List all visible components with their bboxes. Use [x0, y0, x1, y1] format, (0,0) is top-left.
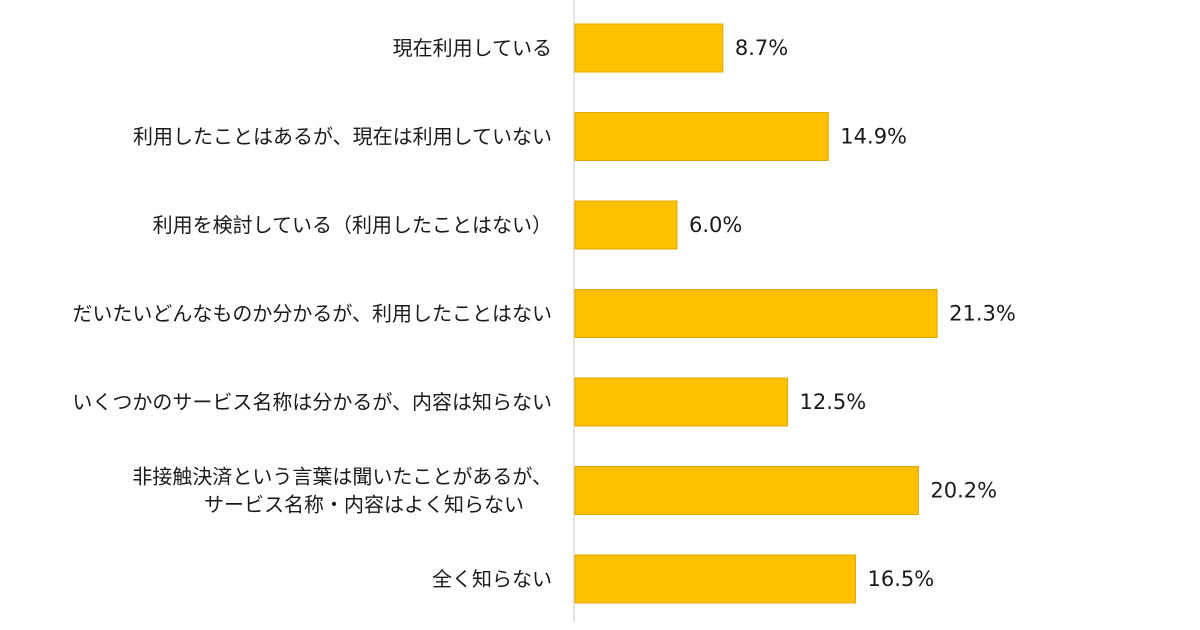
value-label-1: 8.7% [735, 36, 788, 60]
value-label-7: 16.5% [868, 567, 935, 591]
category-labels-group: 現在利用している利用したことはあるが、現在は利用していない利用を検討している（利… [72, 36, 552, 591]
category-label-line: 非接触決済という言葉は聞いたことがあるが、 [132, 465, 552, 489]
value-label-3: 6.0% [689, 213, 742, 237]
category-label-line: サービス名称・内容はよく知らない [204, 493, 524, 517]
bar-7 [574, 554, 856, 604]
category-label-line: 現在利用している [393, 36, 552, 60]
value-label-4: 21.3% [949, 302, 1016, 326]
bar-4 [574, 289, 938, 338]
value-label-5: 12.5% [800, 390, 867, 414]
category-label-line: だいたいどんなものか分かるが、利用したことはない [72, 302, 552, 326]
bar-5 [574, 377, 788, 427]
bars-group [574, 23, 938, 604]
value-labels-group: 8.7% 14.9% 6.0% 21.3% 12.5% 20.2% 16.5% [689, 36, 1016, 591]
category-label-4: だいたいどんなものか分かるが、利用したことはない [72, 302, 552, 326]
value-label-6: 20.2% [930, 479, 997, 503]
category-label-line: 全く知らない [432, 567, 552, 591]
category-label-line: 利用したことはあるが、現在は利用していない [133, 125, 552, 149]
category-label-7: 全く知らない [432, 567, 552, 591]
category-label-5: いくつかのサービス名称は分かるが、内容は知らない [72, 390, 552, 414]
category-label-2: 利用したことはあるが、現在は利用していない [133, 125, 552, 149]
bar-3 [574, 200, 678, 250]
category-label-1: 現在利用している [393, 36, 552, 60]
bar-2 [574, 112, 829, 161]
category-label-3: 利用を検討している（利用したことはない） [153, 213, 552, 237]
value-label-2: 14.9% [840, 125, 907, 149]
bar-1 [574, 23, 724, 73]
bar-6 [574, 466, 919, 515]
category-label-line: 利用を検討している（利用したことはない） [153, 213, 552, 237]
category-label-6: 非接触決済という言葉は聞いたことがあるが、サービス名称・内容はよく知らない [132, 465, 552, 517]
category-label-line: いくつかのサービス名称は分かるが、内容は知らない [72, 390, 552, 414]
